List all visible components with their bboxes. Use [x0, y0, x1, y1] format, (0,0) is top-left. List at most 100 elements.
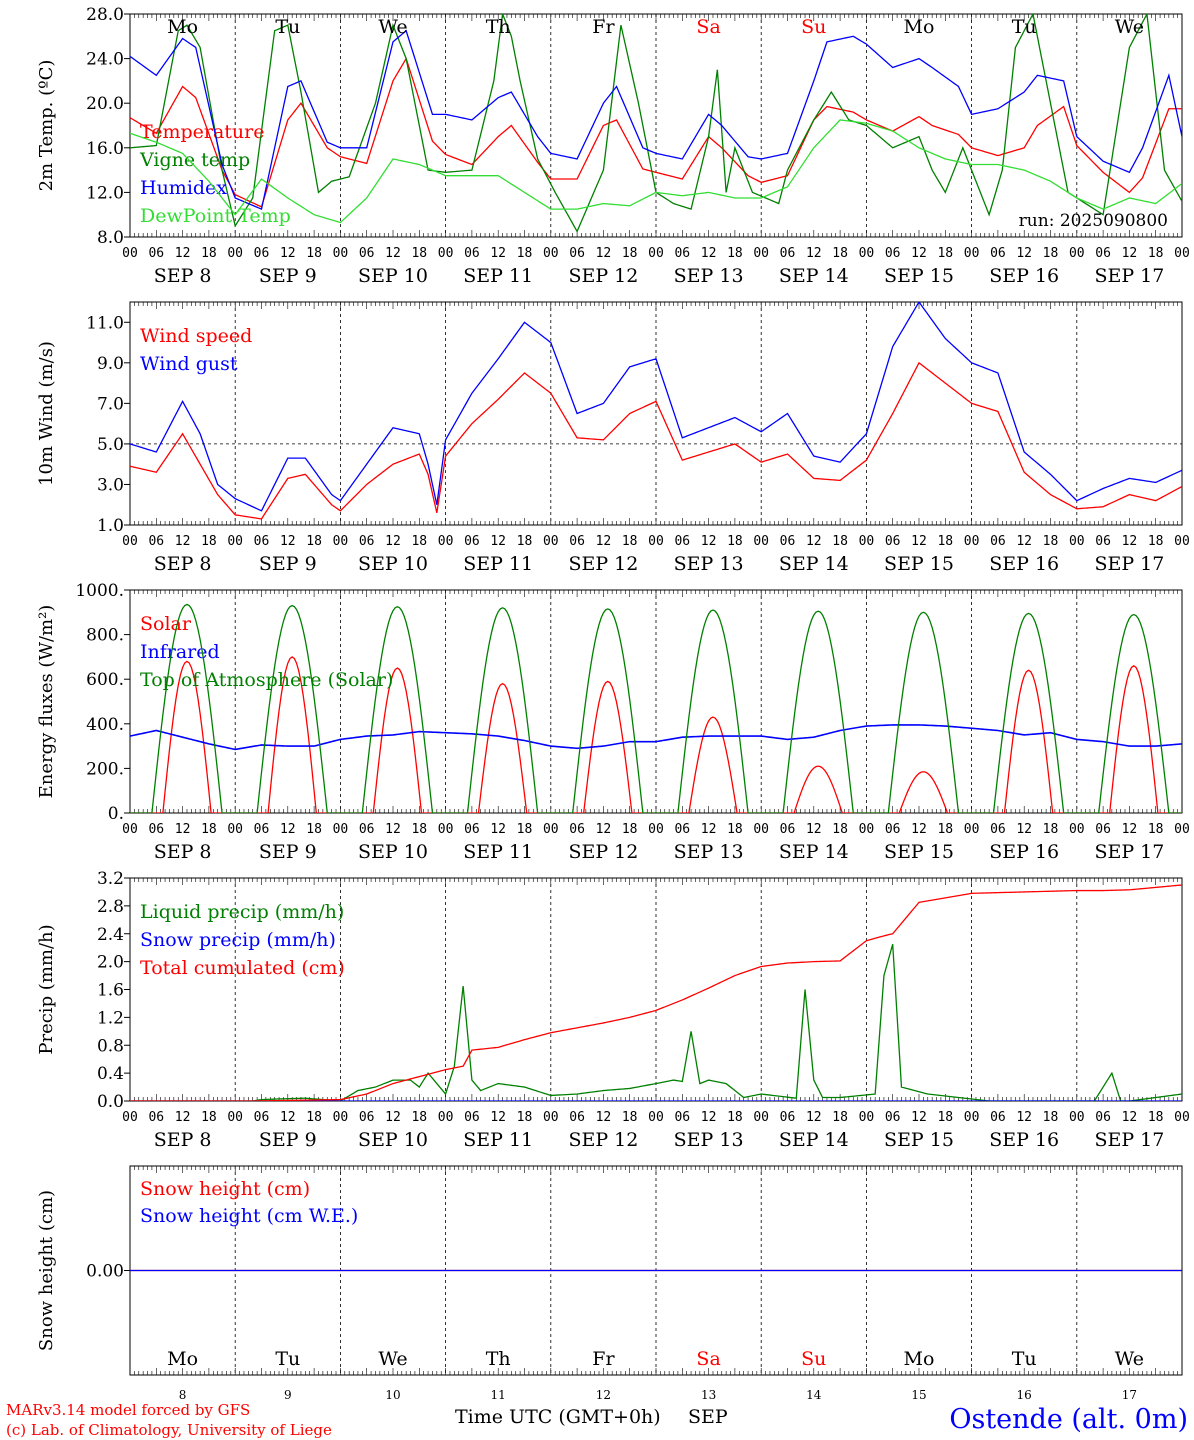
hour-tick-label: 18 — [517, 534, 533, 549]
date-label: SEP 17 — [1094, 1129, 1164, 1151]
y-tick-label: 1.2 — [97, 1008, 124, 1028]
hour-tick-label: 18 — [727, 246, 743, 261]
date-label: SEP 8 — [154, 841, 212, 863]
hour-tick-label: 06 — [990, 534, 1006, 549]
day-name-top: Mo — [904, 16, 935, 38]
day-name-bottom: Mo — [904, 1348, 935, 1370]
hour-tick-label: 12 — [806, 246, 822, 261]
hour-tick-label: 00 — [1069, 1110, 1085, 1125]
hour-tick-label: 12 — [385, 534, 401, 549]
hour-tick-label: 00 — [753, 246, 769, 261]
hour-tick-label: 06 — [674, 246, 690, 261]
hour-tick-label: 06 — [148, 822, 164, 837]
hour-tick-label: 06 — [1095, 822, 1111, 837]
legend-entry: Snow height (cm) — [140, 1178, 310, 1200]
hour-tick-label: 00 — [1069, 246, 1085, 261]
hour-tick-label: 06 — [359, 246, 375, 261]
series-line-liquid-precip-mm-h- — [130, 944, 1182, 1101]
series-line-top-of-atmosphere-solar- — [130, 603, 1182, 813]
date-label: SEP 8 — [154, 553, 212, 575]
hour-tick-label: 06 — [885, 1110, 901, 1125]
y-tick-label: 600. — [86, 670, 124, 690]
hour-tick-label: 00 — [438, 534, 454, 549]
hour-tick-label: 12 — [596, 822, 612, 837]
hour-ticks — [129, 878, 1183, 1101]
date-label: SEP 11 — [463, 265, 533, 287]
hour-ticks — [129, 302, 1183, 525]
y-tick-label: 0. — [108, 804, 124, 824]
hour-tick-label: 00 — [648, 534, 664, 549]
hour-tick-label: 18 — [1148, 1110, 1164, 1125]
hour-tick-label: 18 — [201, 1110, 217, 1125]
hour-tick-label: 06 — [254, 534, 270, 549]
day-name-bottom: Sa — [696, 1348, 720, 1370]
hour-tick-label: 06 — [1095, 246, 1111, 261]
day-name-top: Fr — [592, 16, 615, 38]
hour-tick-label: 00 — [964, 822, 980, 837]
hour-tick-label: 12 — [596, 246, 612, 261]
hour-tick-label: 12 — [490, 1110, 506, 1125]
hour-tick-label: 12 — [596, 1110, 612, 1125]
series-line-humidex — [130, 29, 1182, 211]
hour-tick-label: 18 — [832, 534, 848, 549]
hour-tick-label: 06 — [569, 1110, 585, 1125]
hour-tick-label: 18 — [1148, 822, 1164, 837]
day-number: 13 — [701, 1388, 716, 1402]
hour-tick-label: 00 — [648, 246, 664, 261]
hour-tick-label: 18 — [1148, 246, 1164, 261]
hour-tick-label: 12 — [1122, 246, 1138, 261]
legend-entry: Top of Atmosphere (Solar) — [140, 669, 393, 691]
hour-tick-label: 12 — [806, 822, 822, 837]
hour-tick-label: 18 — [306, 822, 322, 837]
y-tick-label: 1.0 — [97, 516, 124, 536]
legend-entry: Wind gust — [140, 353, 238, 375]
hour-tick-label: 12 — [1122, 1110, 1138, 1125]
hour-tick-label: 00 — [753, 534, 769, 549]
hour-tick-label: 18 — [201, 822, 217, 837]
day-number: 12 — [596, 1388, 611, 1402]
x-axis-month: SEP — [688, 1406, 728, 1428]
date-label: SEP 15 — [884, 1129, 954, 1151]
hour-tick-label: 00 — [543, 822, 559, 837]
hour-tick-label: 00 — [122, 822, 138, 837]
y-tick-label: 1000. — [75, 581, 124, 601]
legend-entry: Total cumulated (cm) — [140, 957, 345, 979]
date-label: SEP 13 — [674, 841, 744, 863]
hour-tick-label: 12 — [911, 822, 927, 837]
day-number: 8 — [179, 1388, 187, 1402]
day-name-top: Sa — [696, 16, 720, 38]
day-name-bottom: Tu — [275, 1348, 300, 1370]
hour-tick-label: 06 — [780, 822, 796, 837]
hour-tick-label: 18 — [1043, 1110, 1059, 1125]
y-axis-label: 2m Temp. (ºC) — [36, 60, 57, 192]
legend-entry: Solar — [140, 613, 192, 635]
y-tick-label: 7.0 — [97, 394, 124, 414]
series-line-dewpoint-temp — [130, 119, 1182, 224]
date-label: SEP 17 — [1094, 841, 1164, 863]
hour-tick-label: 00 — [859, 1110, 875, 1125]
run-label: run: 2025090800 — [1019, 211, 1168, 231]
hour-tick-label: 00 — [543, 246, 559, 261]
date-label: SEP 11 — [463, 841, 533, 863]
panel-wind: 1.0 3.0 5.0 7.0 9.0 11.0 10m Wind (m/s) Wind sp… — [36, 301, 1190, 575]
panel-precip: 0.0 0.4 0.8 1.2 1.6 2.0 2.4 2.8 3.2 Precip (mm/h)… — [36, 869, 1190, 1151]
hour-tick-label: 18 — [622, 534, 638, 549]
series-line-infrared — [130, 724, 1182, 751]
series-line-wind-speed — [130, 361, 1182, 520]
hour-tick-label: 12 — [175, 246, 191, 261]
date-label: SEP 12 — [568, 841, 638, 863]
series-line-solar — [130, 656, 1182, 813]
hour-tick-label: 00 — [648, 822, 664, 837]
hour-tick-label: 18 — [411, 1110, 427, 1125]
day-number: 14 — [806, 1388, 822, 1402]
hour-tick-label: 06 — [885, 534, 901, 549]
date-label: SEP 14 — [779, 265, 849, 287]
hour-tick-label: 18 — [937, 534, 953, 549]
hour-tick-label: 06 — [1095, 1110, 1111, 1125]
hour-tick-label: 18 — [411, 246, 427, 261]
hour-tick-label: 00 — [1174, 1110, 1190, 1125]
hour-tick-label: 12 — [806, 534, 822, 549]
hour-tick-label: 06 — [780, 534, 796, 549]
day-number: 10 — [385, 1388, 400, 1402]
